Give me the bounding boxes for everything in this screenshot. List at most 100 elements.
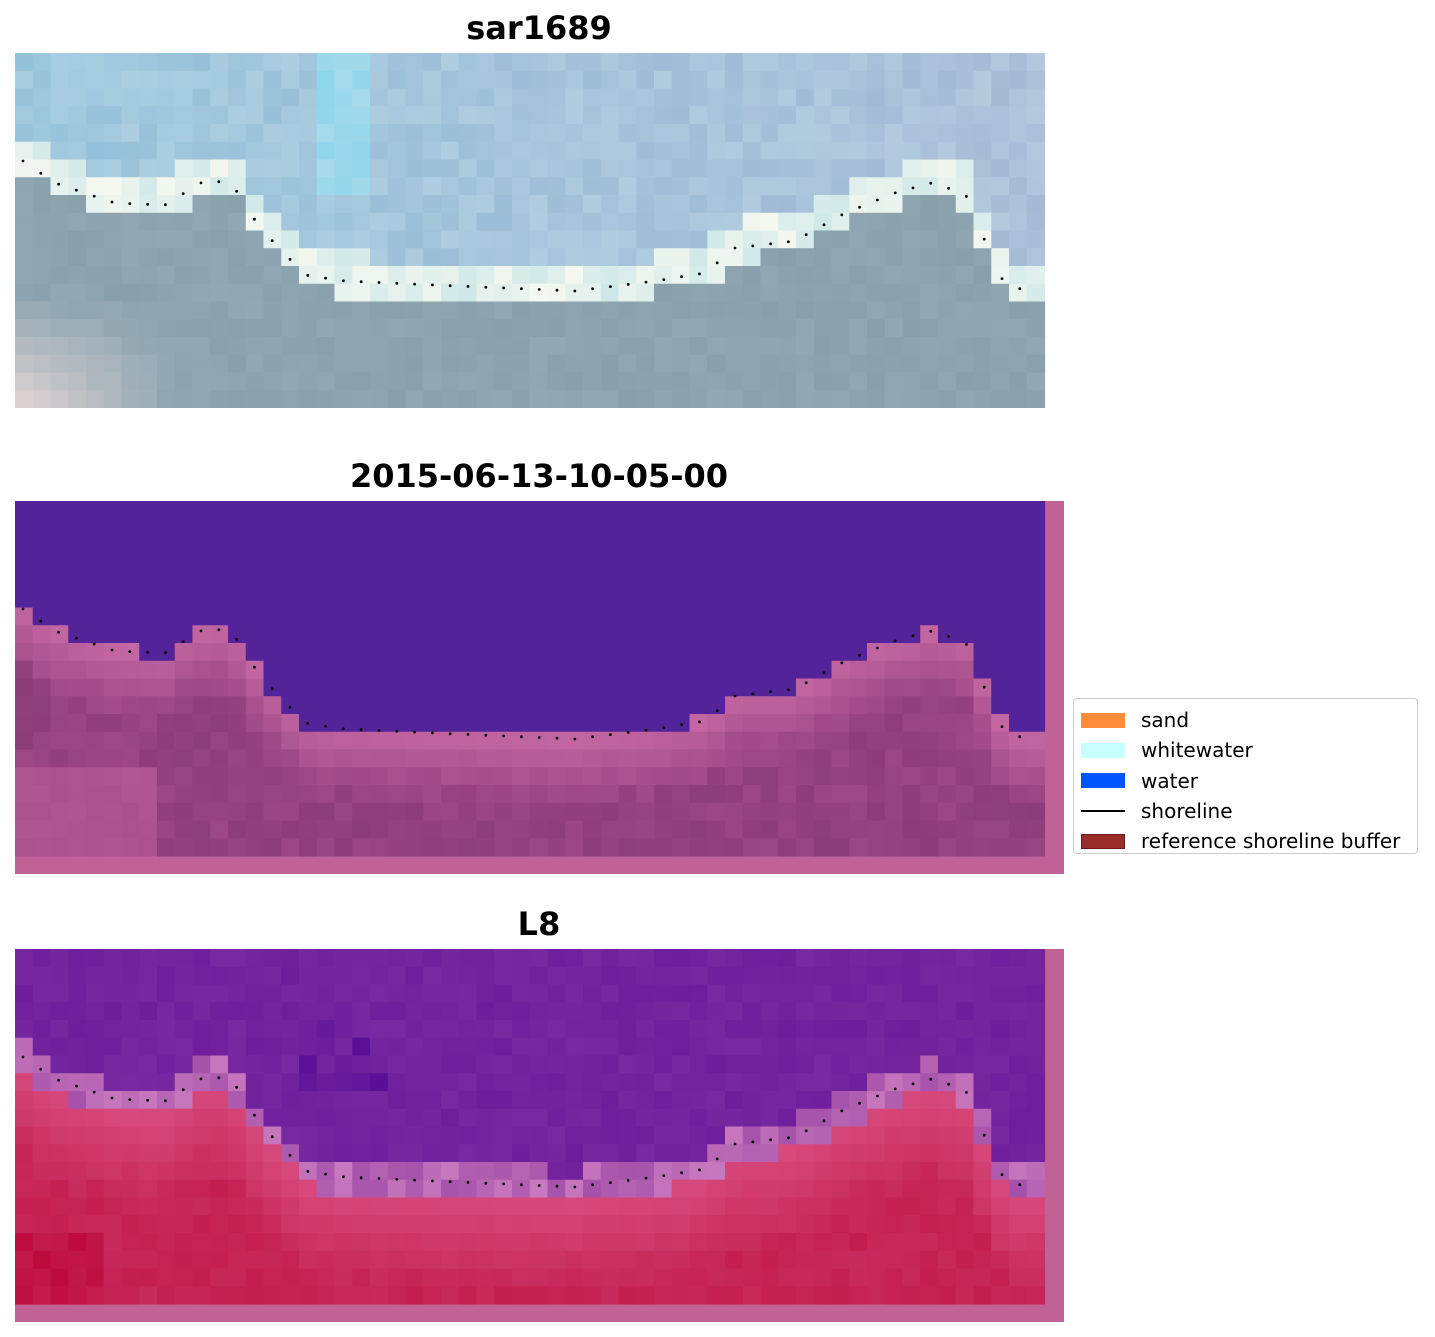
shoreline-point [270, 1135, 274, 1139]
shoreline-point [484, 285, 488, 289]
shoreline-point [715, 1157, 719, 1161]
shoreline-point [644, 728, 648, 732]
legend-label: shoreline [1141, 799, 1233, 824]
shoreline-point [876, 646, 879, 650]
shoreline-point [787, 1136, 790, 1140]
shoreline-points [21, 159, 1022, 293]
shoreline-point [306, 1170, 310, 1173]
shoreline-point [644, 280, 648, 284]
shoreline-point [609, 733, 612, 736]
shoreline-point [270, 687, 274, 691]
shoreline-point [395, 1177, 399, 1181]
shoreline-point [306, 274, 310, 277]
shoreline-point [1018, 287, 1022, 291]
shoreline-point [181, 1088, 185, 1091]
shoreline-point [110, 200, 114, 204]
shoreline-point [306, 722, 310, 725]
rgb-image-panel [15, 53, 1046, 408]
shoreline-point [164, 203, 167, 207]
shoreline-point [698, 720, 701, 724]
shoreline-point [92, 1090, 96, 1094]
legend: sand whitewater water shoreline referenc… [1073, 698, 1418, 854]
legend-label: reference shoreline buffer [1141, 829, 1401, 854]
shoreline-point [822, 223, 826, 227]
shoreline-point [1018, 735, 1022, 739]
shoreline-point [520, 287, 523, 291]
legend-label: whitewater [1141, 738, 1253, 763]
shoreline-point [911, 634, 915, 638]
shoreline-point [751, 692, 755, 696]
shoreline-point [626, 283, 630, 286]
shoreline-point [342, 727, 345, 731]
shoreline-point [110, 648, 114, 652]
shoreline-swatch [1081, 810, 1125, 813]
shoreline-point [537, 1184, 541, 1187]
shoreline-point [57, 630, 60, 634]
shoreline-point [769, 1138, 772, 1142]
shoreline-point [288, 1153, 292, 1157]
shoreline-point [787, 240, 790, 244]
shoreline-point [395, 729, 399, 733]
shoreline-point [947, 634, 950, 638]
shoreline-point [57, 182, 60, 186]
shoreline-point [947, 186, 950, 190]
shoreline-point [324, 276, 327, 280]
shoreline-point [698, 272, 701, 276]
shoreline-point [324, 724, 327, 728]
shoreline-point [947, 1082, 950, 1086]
shoreline-point [235, 1085, 239, 1089]
shoreline-point [1000, 277, 1004, 280]
shoreline-point [502, 286, 505, 290]
shoreline-point [164, 1099, 167, 1103]
legend-item-whitewater: whitewater [1081, 735, 1417, 765]
shoreline-point [377, 1177, 381, 1180]
shoreline-point [448, 1180, 452, 1184]
shoreline-point [662, 278, 666, 281]
shoreline-point [751, 244, 755, 248]
shoreline-point [199, 1077, 203, 1081]
shoreline-point [377, 729, 381, 732]
shoreline-point [128, 1098, 132, 1101]
shoreline-point [253, 665, 256, 669]
shoreline-point [537, 736, 541, 739]
shoreline-point [751, 1140, 755, 1144]
legend-item-shoreline: shoreline [1081, 796, 1417, 826]
shoreline-point [128, 202, 132, 206]
shoreline-point [164, 651, 167, 655]
shoreline-point [359, 728, 363, 732]
shoreline-point [57, 1078, 60, 1082]
shoreline-point [929, 1077, 933, 1081]
shoreline-point [128, 650, 132, 653]
index-image-panel [15, 949, 1064, 1322]
shoreline-point [431, 731, 434, 735]
shoreline-point [253, 217, 256, 221]
shoreline-point [431, 283, 434, 287]
shoreline-point [555, 736, 559, 740]
shoreline-point [502, 734, 505, 738]
shoreline-point [876, 198, 879, 202]
shoreline-point [840, 213, 844, 217]
shoreline-point [573, 737, 577, 741]
shoreline-point [662, 726, 666, 729]
classified-image [15, 501, 1064, 874]
shoreline-point [413, 1178, 416, 1182]
pixel-grid [15, 501, 1046, 857]
legend-label: sand [1141, 708, 1190, 733]
shoreline-point [822, 1119, 826, 1123]
shoreline-point [555, 288, 559, 292]
shoreline-point [39, 619, 43, 623]
shoreline-point [876, 1094, 879, 1098]
shoreline-point [235, 189, 239, 193]
shoreline-point [1000, 1173, 1004, 1176]
shoreline-point [21, 159, 25, 163]
shoreline-point [217, 180, 221, 184]
shoreline-points [21, 607, 1022, 741]
panel-title-classified: 2015-06-13-10-05-00 [349, 457, 729, 495]
shoreline-point [253, 1113, 256, 1117]
shoreline-point [431, 1179, 434, 1183]
shoreline-point [715, 709, 719, 713]
shoreline-point [840, 661, 844, 665]
shoreline-point [520, 735, 523, 739]
shoreline-point [858, 653, 861, 657]
shoreline-point [39, 1067, 43, 1071]
